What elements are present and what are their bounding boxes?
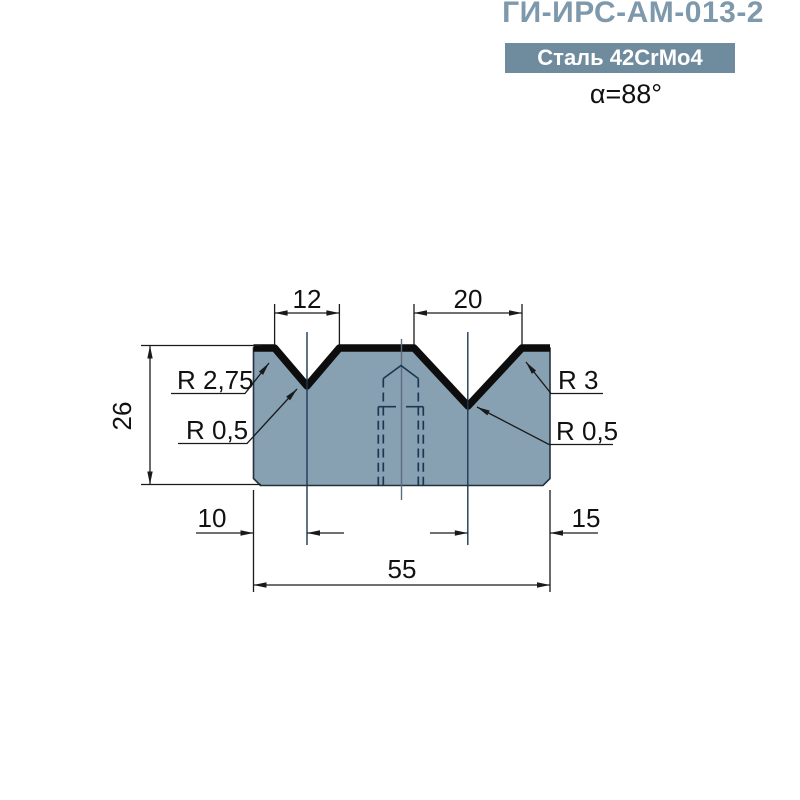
arrowhead [550, 530, 563, 536]
dimension-groove-left-width: 12 [273, 284, 341, 345]
dimension-value: 12 [293, 284, 322, 314]
arrowhead [537, 582, 550, 588]
drill-cone-tip [382, 364, 419, 380]
dimension-value: 55 [388, 554, 417, 584]
arrowhead [326, 310, 340, 316]
leader-line [178, 388, 298, 445]
leader-line [525, 361, 603, 395]
arrowhead [509, 310, 522, 316]
callout-radius-tip-left: R 0,5 [178, 388, 298, 445]
dimension-value: 10 [198, 503, 227, 533]
callout-radius-tip-right: R 0,5 [476, 406, 618, 446]
groove-angle-label: α=88° [589, 79, 663, 109]
arrowhead [258, 363, 269, 375]
radius-value: R 3 [558, 365, 598, 395]
dimension-die-height: 26 [107, 344, 261, 486]
dimension-value: 26 [107, 402, 137, 431]
arrowhead [526, 362, 537, 374]
part-number-title: ГИ-ИРС-АМ-013-2 [502, 0, 764, 29]
arrowhead [240, 530, 254, 536]
working-profile-outline [253, 344, 550, 410]
arrowhead [307, 530, 320, 536]
dimension-value: 20 [454, 284, 483, 314]
radius-value: R 0,5 [556, 416, 618, 446]
hidden-hole-lines [377, 364, 425, 485]
dimension-groove-right-offset: 15 [430, 490, 600, 592]
arrowhead [286, 389, 297, 401]
arrowhead [454, 530, 468, 536]
arrowhead [274, 310, 288, 316]
callout-radius-shoulder-left: R 2,75 [171, 362, 270, 395]
radius-value: R 2,75 [177, 365, 254, 395]
arrowhead [414, 310, 427, 316]
dimension-value: 15 [572, 503, 601, 533]
leader-line [476, 406, 613, 446]
dimension-groove-right-width: 20 [413, 284, 523, 345]
arrowhead [253, 582, 267, 588]
material-badge: Сталь 42CrMo4 [505, 43, 735, 73]
radius-value: R 0,5 [186, 415, 248, 445]
arrowhead [147, 471, 153, 485]
arrowhead [147, 345, 153, 359]
arrowhead [477, 407, 490, 416]
dimension-die-width: 55 [253, 554, 550, 588]
dimension-groove-left-offset: 10 [196, 490, 344, 592]
callout-radius-shoulder-right: R 3 [525, 361, 603, 395]
